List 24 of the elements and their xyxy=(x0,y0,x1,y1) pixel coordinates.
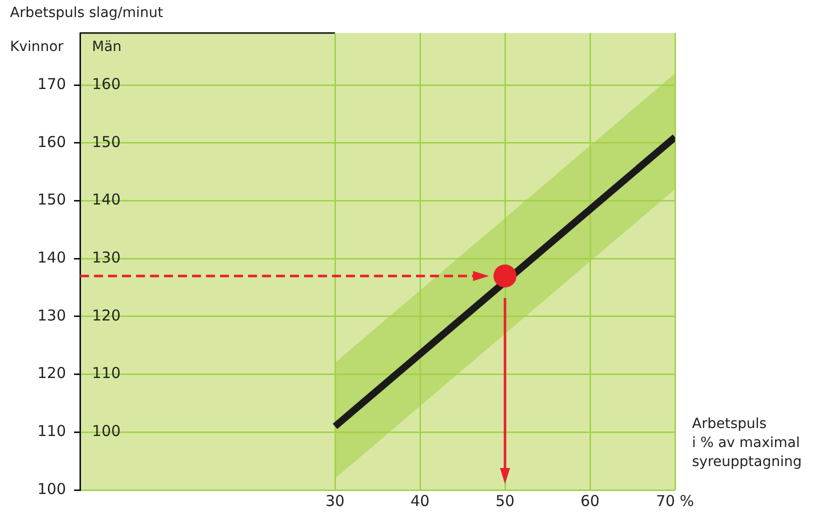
y-tick-label: 100 xyxy=(37,480,66,498)
y-tick-label: 150 xyxy=(37,190,66,209)
chart-title: Arbetspuls slag/minut xyxy=(10,4,164,23)
y-tick-label: 130 xyxy=(37,306,66,324)
y2-tick-label: 150 xyxy=(92,132,121,151)
x-axis-title: Arbetspuls i % av maximal syreupptagning xyxy=(692,415,802,472)
y2-axis-title: Män xyxy=(92,38,122,57)
y2-tick-label: 130 xyxy=(92,248,121,266)
y-tick-label: 170 xyxy=(37,74,66,93)
x-tick-label: 30 xyxy=(325,492,345,510)
x-tick-label: 60 xyxy=(580,492,600,510)
y-tick-label: 120 xyxy=(37,364,66,382)
y2-tick-label: 120 xyxy=(92,306,121,324)
x-tick-label: 40 xyxy=(410,492,430,510)
x-tick-label: 70 % xyxy=(656,492,694,510)
y2-tick-label: 140 xyxy=(92,190,121,209)
x-tick-label: 50 xyxy=(495,492,515,510)
y2-tick-label: 100 xyxy=(92,422,121,440)
y-tick-label: 160 xyxy=(37,132,66,151)
y2-tick-label: 160 xyxy=(92,74,121,93)
y-axis-title: Kvinnor xyxy=(10,38,64,57)
y-tick-label: 110 xyxy=(37,422,66,440)
y2-tick-label: 110 xyxy=(92,364,121,382)
y-tick-label: 140 xyxy=(37,248,66,266)
